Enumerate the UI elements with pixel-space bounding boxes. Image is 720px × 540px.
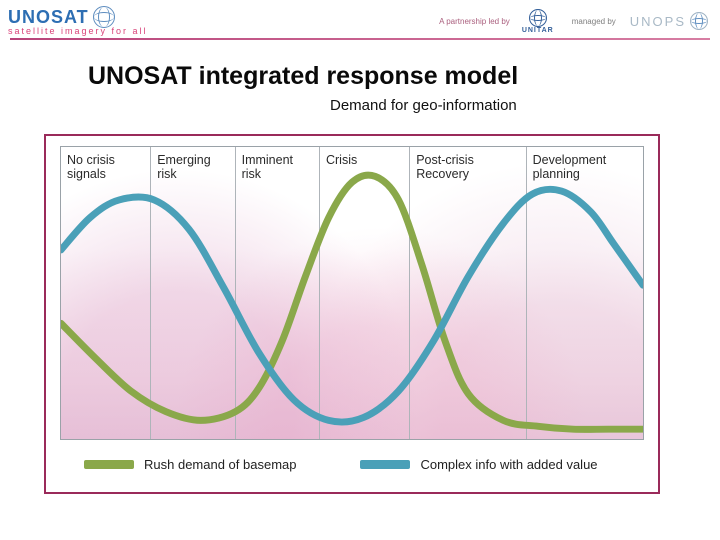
legend-swatch: [84, 460, 134, 469]
unops-logo: UNOPS: [630, 12, 708, 30]
series-rush_basemap: [61, 175, 643, 429]
unosat-logo: UNOSAT satellite imagery for all: [8, 6, 148, 36]
header-rule: [10, 38, 710, 40]
page-title: UNOSAT integrated response model: [88, 62, 720, 91]
legend-item-complex: Complex info with added value: [360, 457, 597, 472]
chart-curves: [61, 147, 643, 440]
legend-label: Complex info with added value: [420, 457, 597, 472]
legend-item-rush: Rush demand of basemap: [84, 457, 296, 472]
globe-icon: [93, 6, 115, 28]
globe-icon: [690, 12, 708, 30]
legend-label: Rush demand of basemap: [144, 457, 296, 472]
header: UNOSAT satellite imagery for all A partn…: [0, 0, 720, 38]
chart-legend: Rush demand of basemap Complex info with…: [60, 446, 644, 482]
series-complex_value: [61, 189, 643, 422]
partnership-label: A partnership led by: [439, 17, 510, 26]
unitar-logo: UNITAR: [522, 9, 554, 34]
legend-swatch: [360, 460, 410, 469]
tagline: satellite imagery for all: [8, 26, 148, 36]
managed-label: managed by: [572, 17, 616, 26]
globe-icon: [529, 9, 547, 27]
chart-subtitle: Demand for geo-information: [330, 97, 720, 114]
partner-org: UNITAR: [522, 27, 554, 34]
manager-org: UNOPS: [630, 14, 686, 29]
chart-frame: No crisis signalsEmerging riskImminent r…: [44, 134, 660, 494]
brand-text: UNOSAT: [8, 7, 89, 28]
chart-plot-area: No crisis signalsEmerging riskImminent r…: [60, 146, 644, 440]
